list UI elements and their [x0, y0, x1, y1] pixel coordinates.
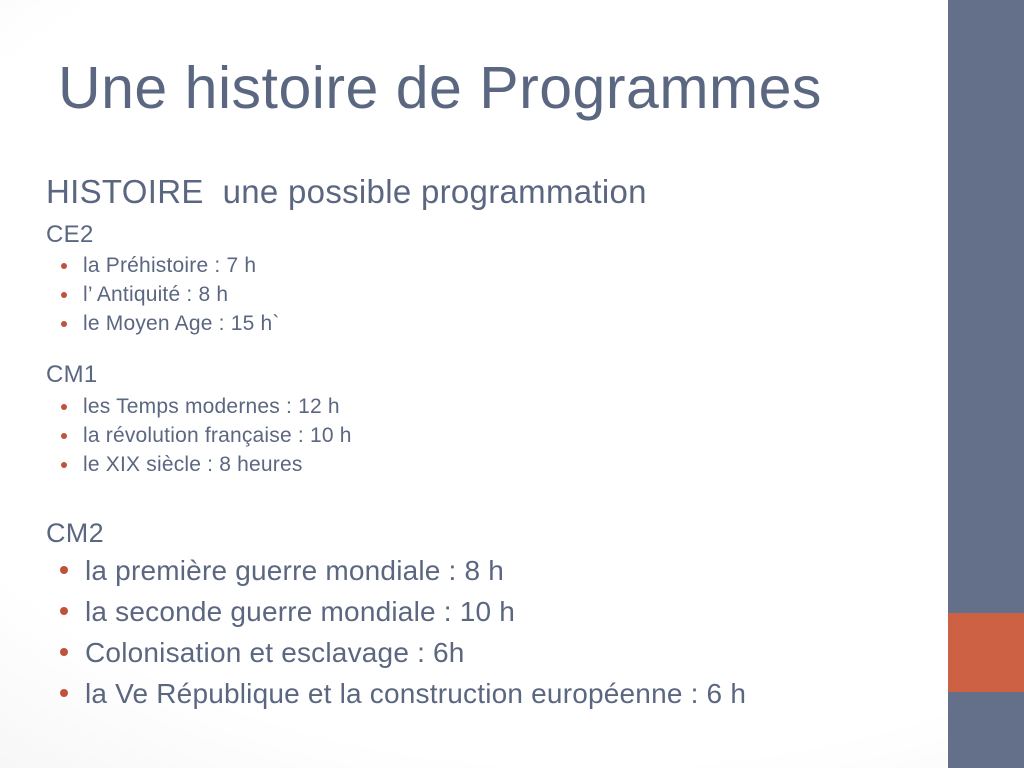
section-label-cm2: CM2: [46, 518, 104, 549]
list-item: la révolution française : 10 h: [46, 421, 916, 450]
list-item-text: le Moyen Age : 15 h`: [83, 312, 280, 336]
subtitle: HISTOIRE une possible programmation: [46, 173, 647, 210]
orange-accent-block: [948, 613, 1024, 692]
section-list-cm2: la première guerre mondiale : 8 h la sec…: [46, 550, 916, 714]
bullet-dot-icon: [60, 607, 68, 616]
list-item-text: la seconde guerre mondiale : 10 h: [85, 595, 515, 627]
list-item-text: la première guerre mondiale : 8 h: [85, 554, 505, 586]
bullet-dot-icon: [60, 689, 68, 698]
list-item: la Ve République et la construction euro…: [46, 673, 916, 714]
section-cm2: CM2 la première guerre mondiale : 8 h la…: [46, 517, 916, 713]
list-item-text: la Ve République et la construction euro…: [85, 677, 747, 709]
list-item-text: Colonisation et esclavage : 6h: [85, 636, 465, 668]
bullet-dot-icon: [60, 566, 68, 575]
bullet-dot-icon: [61, 403, 67, 410]
list-item: Colonisation et esclavage : 6h: [46, 632, 916, 673]
list-item-text: les Temps modernes : 12 h: [83, 395, 340, 419]
section-ce2: CE2 la Préhistoire : 7 h l’ Antiquité : …: [46, 221, 916, 339]
list-item: la Préhistoire : 7 h: [46, 251, 916, 280]
list-item-text: le XIX siècle : 8 heures: [83, 453, 303, 477]
list-item-text: l’ Antiquité : 8 h: [83, 283, 229, 307]
bullet-dot-icon: [61, 432, 67, 439]
slide-body: HISTOIRE une possible programmation CE2 …: [46, 170, 916, 714]
bullet-dot-icon: [61, 262, 67, 269]
section-cm1: CM1 les Temps modernes : 12 h la révolut…: [46, 361, 916, 479]
list-item-text: la Préhistoire : 7 h: [83, 254, 257, 278]
list-item: la première guerre mondiale : 8 h: [46, 550, 916, 591]
list-item: les Temps modernes : 12 h: [46, 392, 916, 421]
list-item: la seconde guerre mondiale : 10 h: [46, 591, 916, 632]
section-label-ce2: CE2: [46, 220, 94, 248]
list-item: le Moyen Age : 15 h`: [46, 309, 916, 338]
list-item-text: la révolution française : 10 h: [83, 424, 352, 448]
list-item: l’ Antiquité : 8 h: [46, 280, 916, 309]
bullet-dot-icon: [61, 320, 67, 327]
section-label-cm1: CM1: [46, 361, 98, 389]
bullet-dot-icon: [61, 291, 67, 298]
section-list-cm1: les Temps modernes : 12 h la révolution …: [46, 392, 916, 479]
slide-title: Une histoire de Programmes: [58, 55, 822, 121]
section-list-ce2: la Préhistoire : 7 h l’ Antiquité : 8 h …: [46, 251, 916, 338]
list-item: le XIX siècle : 8 heures: [46, 450, 916, 479]
bullet-dot-icon: [61, 461, 67, 468]
bullet-dot-icon: [60, 648, 68, 657]
